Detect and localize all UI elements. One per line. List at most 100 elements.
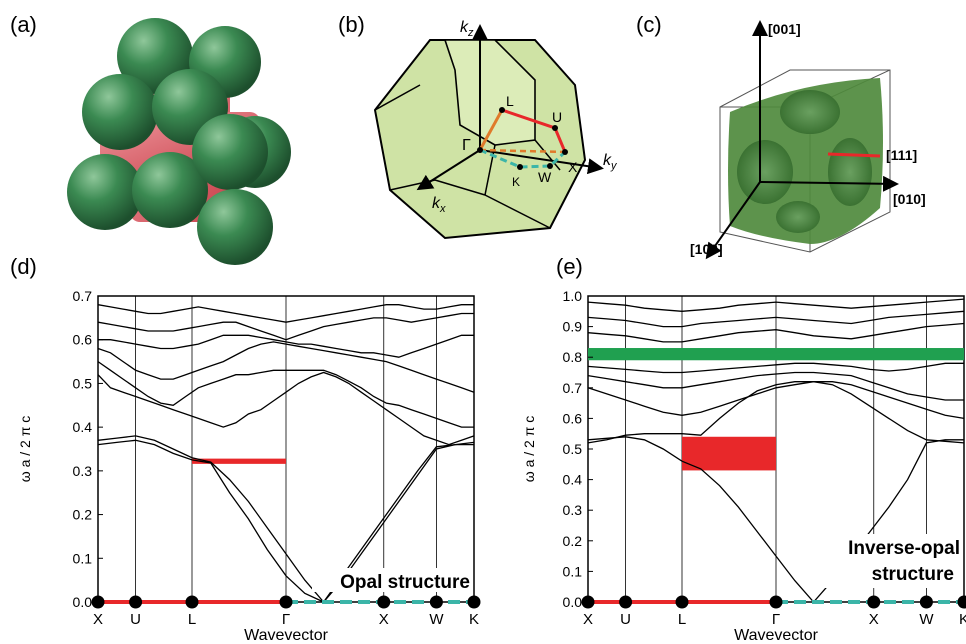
- x-tick-label: Γ: [282, 611, 290, 628]
- y-tick-label: 0.4: [73, 419, 93, 435]
- panel-label-a: (a): [10, 12, 37, 37]
- band-line: [97, 341, 475, 393]
- band-chart-inverse-opal: 0.0 0.1 0.2 0.3 0.4 0.5 0.6 0.7 0.8 0.9 1.0 X U L Γ X W K…: [521, 288, 966, 644]
- acoustic-band-line: [587, 381, 965, 444]
- band-line: [587, 381, 965, 420]
- band-gap-bar: [588, 348, 964, 361]
- x-tick-label: X: [583, 611, 593, 628]
- axis-111: [827, 152, 881, 158]
- y-tick-label: 0.2: [563, 533, 583, 549]
- x-axis-label: Wavevector: [244, 627, 329, 644]
- y-tick-label: 0.5: [563, 441, 583, 457]
- acoustic-band-line: [97, 439, 474, 603]
- chart-title-inverse-opal-line2: structure: [872, 564, 954, 585]
- panel-label-c: (c): [636, 12, 662, 37]
- kz-axis-label: kz: [460, 19, 474, 39]
- band-line: [587, 310, 965, 328]
- bz-path-x-w-k: [479, 148, 567, 169]
- band-line: [97, 304, 474, 323]
- x-tick-label: Γ: [772, 611, 780, 628]
- y-tick-label: 0.8: [563, 349, 583, 365]
- y-tick-label: 0.1: [73, 550, 93, 566]
- path-point: [769, 595, 783, 609]
- path-point: [467, 595, 481, 609]
- panel-label-e: (e): [556, 254, 583, 279]
- panel-label-d: (d): [10, 254, 37, 279]
- y-tick-label: 0.9: [563, 319, 583, 335]
- acoustic-band-line: [97, 435, 475, 603]
- y-tick-label: 0.7: [563, 380, 583, 396]
- kx-axis: [416, 149, 481, 191]
- y-tick-label: 0.6: [563, 410, 583, 426]
- direction-100: [100]: [690, 241, 723, 257]
- y-tick-label: 0.0: [563, 594, 583, 610]
- x-axis-label: Wavevector: [734, 627, 819, 644]
- axis-010: [759, 175, 899, 192]
- y-tick-label: 1.0: [563, 288, 583, 304]
- x-tick-label: K: [959, 611, 966, 628]
- bz-point-gamma: Γ: [462, 137, 471, 154]
- bz-point-w: W: [538, 169, 552, 185]
- y-tick-label: 0.7: [73, 288, 93, 304]
- y-tick-label: 0.4: [563, 472, 583, 488]
- x-tick-label: U: [130, 611, 141, 628]
- path-point: [91, 595, 105, 609]
- x-tick-label: K: [469, 611, 479, 628]
- path-point: [377, 595, 391, 609]
- path-point: [279, 595, 293, 609]
- inverse-opal-cube: [001] [111] [010] [100]: [690, 20, 926, 260]
- y-tick-label: 0.3: [563, 502, 583, 518]
- band-line: [97, 312, 474, 341]
- brillouin-zone-diagram: kz ky kx Γ L U X W K: [373, 19, 618, 240]
- band-line: [587, 322, 965, 343]
- x-tick-label: W: [429, 611, 444, 628]
- path-point: [619, 595, 633, 609]
- y-tick-label: 0.1: [563, 563, 583, 579]
- x-tick-label: X: [93, 611, 103, 628]
- y-tick-label: 0.5: [73, 375, 93, 391]
- direction-111: [111]: [886, 147, 917, 163]
- x-tick-label: X: [869, 611, 879, 628]
- ky-axis-label: ky: [603, 152, 618, 172]
- path-point: [129, 595, 143, 609]
- x-tick-label: L: [678, 611, 686, 628]
- path-point: [957, 595, 966, 609]
- x-tick-label: L: [188, 611, 196, 628]
- path-point: [675, 595, 689, 609]
- path-point: [581, 595, 595, 609]
- bz-square-face: [443, 39, 536, 146]
- band-line: [587, 298, 965, 312]
- band-chart-opal: 0.0 0.1 0.2 0.3 0.4 0.5 0.6 0.7 X U L Γ X W K Wavevecto…: [17, 288, 481, 644]
- y-axis-label: ω a / 2 π c: [17, 416, 33, 483]
- x-tick-label: U: [620, 611, 631, 628]
- chart-title-opal: Opal structure: [340, 572, 470, 593]
- band-line: [97, 361, 474, 428]
- band-line: [98, 334, 474, 358]
- opal-sphere-illustration: [67, 18, 291, 265]
- panel-label-b: (b): [338, 12, 365, 37]
- band-line: [587, 362, 964, 374]
- path-point: [919, 595, 933, 609]
- chart-title-inverse-opal-line1: Inverse-opal: [848, 538, 960, 559]
- bz-point-l: L: [506, 93, 514, 109]
- axis-100: [705, 181, 761, 260]
- y-tick-label: 0.2: [73, 507, 93, 523]
- path-point: [429, 595, 443, 609]
- x-tick-label: X: [379, 611, 389, 628]
- bz-point-k: K: [512, 175, 520, 189]
- acoustic-band-line: [587, 436, 964, 603]
- y-tick-label: 0.6: [73, 332, 93, 348]
- bz-path-gamma-l: [478, 109, 504, 151]
- band-line: [97, 371, 475, 446]
- y-tick-label: 0.3: [73, 463, 93, 479]
- sphere-group: [67, 18, 291, 265]
- direction-001: [001]: [768, 21, 801, 37]
- y-axis-label: ω a / 2 π c: [521, 416, 537, 483]
- ky-axis: [479, 149, 604, 175]
- direction-010: [010]: [893, 191, 926, 207]
- y-tick-label: 0.0: [73, 594, 93, 610]
- band-gap-bar: [192, 458, 286, 464]
- path-point: [867, 595, 881, 609]
- bz-point-u: U: [552, 109, 562, 125]
- bz-point-x: X: [568, 159, 578, 175]
